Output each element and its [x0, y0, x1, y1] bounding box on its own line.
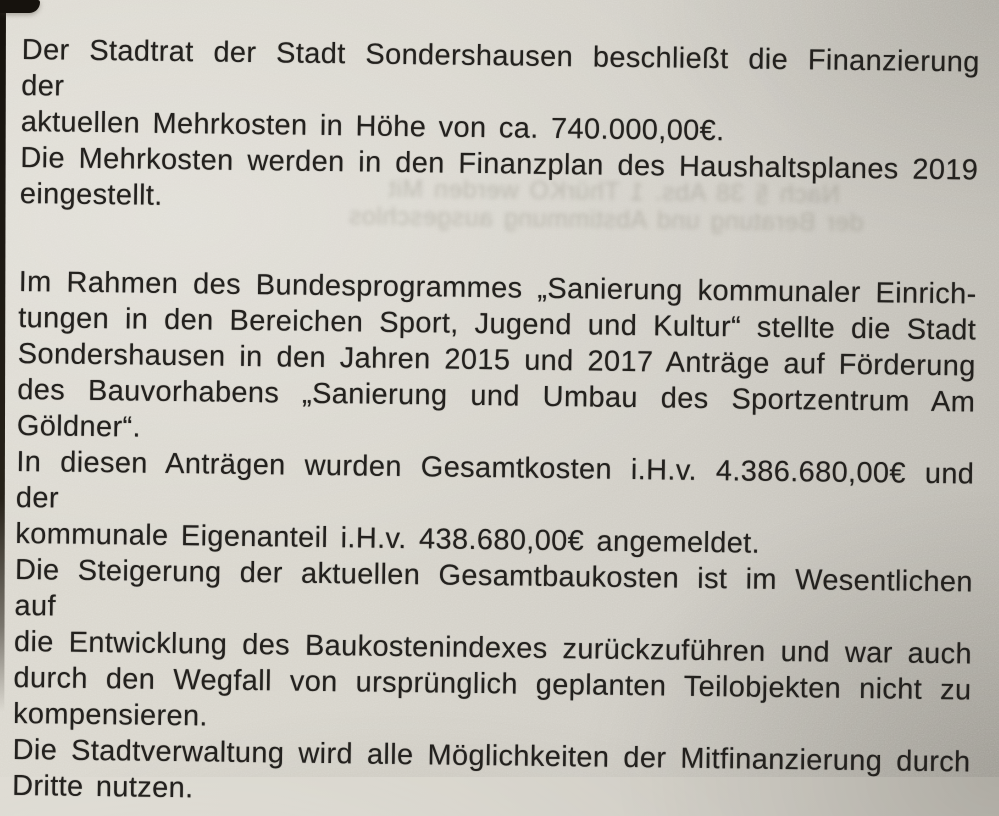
scan-edge-left — [0, 0, 6, 712]
text-line: Der Stadtrat der Stadt Sondershausen bes… — [21, 33, 980, 103]
text-line: Die Steigerung der aktuellen Gesamtbauko… — [14, 553, 974, 623]
bleed-through-text-line: der Beratung und Abstimmung ausgeschloss… — [347, 202, 864, 238]
text-line: In diesen Anträgen wurden Gesamtkosten i… — [15, 445, 975, 515]
document-sheet: Der Stadtrat der Stadt Sondershausen bes… — [12, 32, 980, 804]
scan-edge-top-left-corner — [0, 0, 40, 13]
paragraph-explanation: Im Rahmen des Bundesprogrammes „Sanierun… — [12, 264, 977, 816]
